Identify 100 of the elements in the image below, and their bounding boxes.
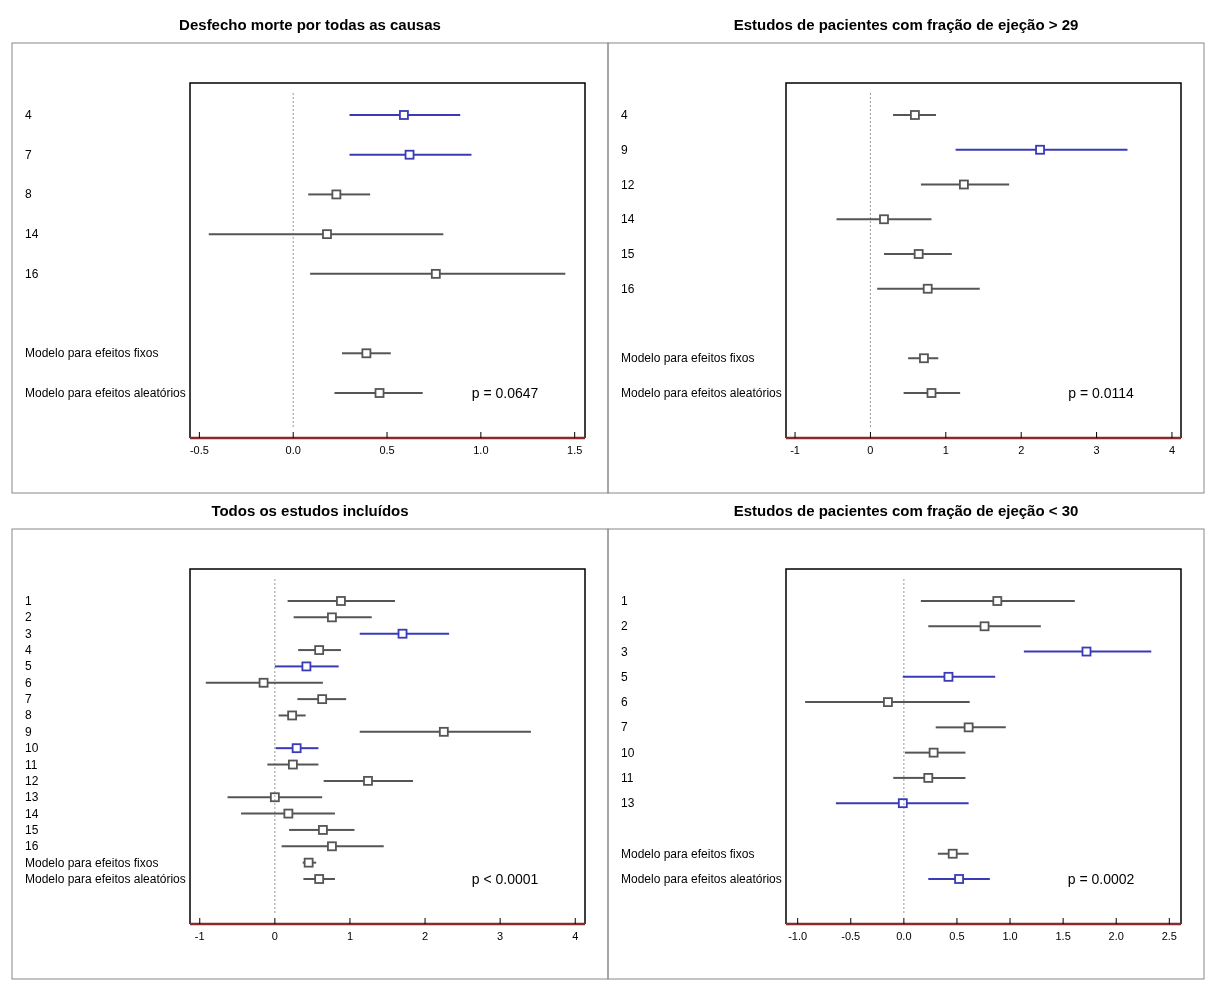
y-tick-label: Modelo para efeitos aleatórios [621,386,782,400]
point [923,773,934,783]
y-tick-label: 14 [25,227,39,242]
point [301,661,312,672]
chart-title: Desfecho morte por todas as causas [179,16,441,33]
y-tick-label: Modelo para efeitos fixos [25,855,159,870]
y-tick-label: Modelo para efeitos fixos [621,846,755,861]
y-tick-label: 1 [621,594,628,608]
y-tick-label: 9 [25,724,32,739]
y-tick-label: 2 [25,610,32,625]
point [992,596,1003,606]
point [399,110,409,120]
point [327,841,337,852]
y-tick-label: 5 [25,659,32,674]
point [374,388,385,398]
y-tick-label: 12 [25,773,39,788]
point [963,722,974,733]
x-tick-label: 0.0 [285,444,301,456]
y-tick-label: 4 [25,108,32,122]
point [322,229,332,240]
y-tick-label: 8 [25,708,32,723]
point [318,825,328,835]
y-tick-label: Modelo para efeitos fixos [621,351,755,366]
point [438,726,449,737]
point [926,388,937,398]
point [317,694,328,705]
y-tick-label: 16 [621,281,635,296]
point [897,798,908,809]
point [336,596,346,606]
y-tick-label: 7 [25,147,32,162]
x-tick-label: -1.0 [788,930,808,942]
y-tick-label: 4 [621,108,628,122]
y-tick-label: 9 [621,142,628,157]
x-tick-label: -0.5 [189,444,209,456]
x-tick-label: 0 [271,930,278,942]
y-tick-label: 6 [25,675,32,690]
x-tick-label: -0.5 [841,930,861,942]
y-tick-label: 11 [621,770,634,785]
point [430,268,441,279]
x-tick-label: 1 [346,930,354,942]
y-tick-label: 8 [25,187,32,202]
y-tick-label: 11 [25,757,38,772]
point [314,645,325,655]
x-tick-label: 0.0 [896,930,912,942]
y-tick-label: 16 [25,839,39,854]
point [331,189,342,200]
x-tick-label: 0.5 [379,444,395,456]
y-tick-label: 13 [25,790,39,805]
y-tick-label: 14 [25,806,39,821]
point [404,149,415,160]
point [879,214,889,225]
annotation: p < 0.0001 [471,871,539,887]
x-tick-label: 1.5 [567,444,583,456]
point [397,628,408,639]
y-tick-label: 7 [621,720,628,735]
annotation: p = 0.0002 [1067,871,1135,887]
y-tick-label: 3 [25,626,32,641]
annotation: p = 0.0647 [471,385,539,401]
annotation: p = 0.0114 [1068,385,1134,401]
point [363,775,373,786]
y-tick-label: Modelo para efeitos aleatórios [621,872,782,886]
y-tick-label: 15 [25,822,39,837]
x-tick-label: 1.0 [1002,930,1018,942]
point [947,848,958,859]
point [928,747,939,758]
x-tick-label: 1 [942,444,949,456]
point [1081,646,1092,657]
y-tick-label: 12 [621,177,635,192]
point [314,874,325,884]
y-tick-label: 1 [25,594,32,608]
point [287,759,298,770]
y-tick-label: 4 [25,643,32,658]
chart-title: Estudos de pacientes com fração de ejeção < 30 [733,502,1079,519]
chart-title: Todos os estudos incluídos [211,502,409,519]
x-tick-label: 2 [1018,444,1025,456]
x-tick-label: 2.5 [1161,930,1177,942]
point [913,249,924,259]
point [303,857,314,868]
chart-title: Estudos de pacientes com fração de ejeção > 29 [733,16,1079,33]
point [283,808,294,819]
point [269,792,280,803]
x-tick-label: 1.5 [1055,930,1071,942]
y-tick-label: 15 [621,247,635,261]
y-tick-label: 5 [621,669,628,684]
y-tick-label: Modelo para efeitos aleatórios [25,386,186,400]
point [959,179,969,190]
y-tick-label: 14 [621,212,635,227]
x-tick-label: -1 [790,444,800,456]
y-tick-label: 16 [25,266,39,281]
y-tick-label: 13 [621,796,635,811]
y-tick-label: 2 [621,619,628,634]
point [291,743,302,754]
x-tick-label: 2 [421,930,429,942]
y-tick-label: 6 [621,695,628,710]
y-tick-label: 10 [621,745,635,760]
x-tick-label: 4 [572,930,579,942]
y-tick-label: Modelo para efeitos fixos [25,346,159,361]
x-tick-label: 3 [1093,444,1100,456]
x-tick-label: 0 [867,444,874,456]
point [954,874,964,884]
